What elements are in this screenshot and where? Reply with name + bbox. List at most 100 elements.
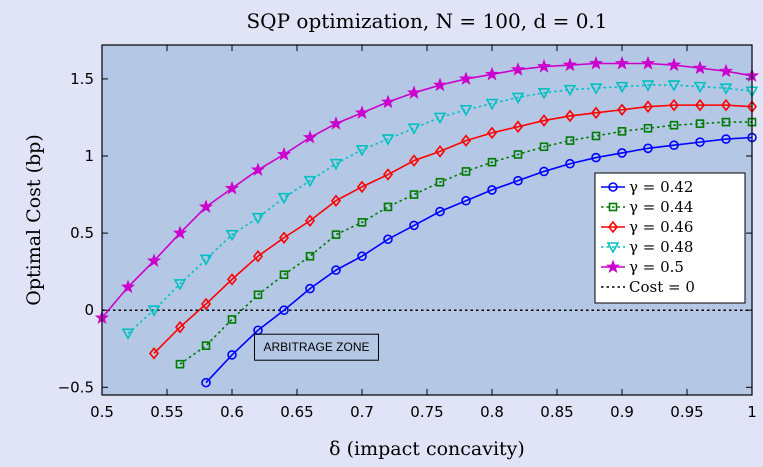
data-point bbox=[224, 180, 240, 195]
data-point bbox=[226, 273, 238, 286]
data-point bbox=[617, 148, 627, 158]
data-point bbox=[356, 180, 368, 194]
x-tick-label: 0.8 bbox=[480, 403, 504, 421]
data-point bbox=[721, 134, 731, 144]
data-point bbox=[330, 194, 342, 208]
series-1 bbox=[175, 117, 757, 369]
series-0 bbox=[201, 132, 757, 388]
data-point bbox=[643, 123, 653, 133]
data-point bbox=[513, 175, 523, 186]
x-tick-label: 0.65 bbox=[280, 403, 313, 421]
data-point bbox=[279, 305, 289, 315]
data-point bbox=[227, 315, 237, 324]
data-point bbox=[409, 190, 419, 199]
data-point bbox=[460, 134, 472, 147]
data-point bbox=[513, 150, 523, 159]
data-point bbox=[719, 83, 733, 95]
legend-swatch-marker bbox=[605, 259, 621, 274]
data-point bbox=[692, 60, 708, 75]
data-point bbox=[512, 120, 524, 133]
x-tick-label: 0.95 bbox=[670, 403, 703, 421]
data-point bbox=[590, 106, 602, 120]
legend-swatch-marker bbox=[607, 220, 619, 234]
data-point bbox=[251, 212, 265, 225]
data-point bbox=[357, 251, 367, 262]
data-point bbox=[355, 145, 369, 157]
data-point bbox=[695, 119, 705, 128]
series-2 bbox=[148, 98, 758, 360]
data-point bbox=[277, 192, 291, 205]
data-point bbox=[408, 154, 420, 167]
data-point bbox=[588, 56, 604, 70]
data-point bbox=[695, 137, 705, 147]
y-axis-title: Optimal Cost (bp) bbox=[23, 134, 45, 305]
x-tick-label: 1 bbox=[747, 403, 757, 421]
y-tick-label: 1.5 bbox=[70, 70, 94, 88]
data-point bbox=[174, 320, 186, 334]
x-tick-label: 0.85 bbox=[540, 403, 573, 421]
data-point bbox=[175, 359, 185, 369]
data-point bbox=[564, 109, 576, 123]
legend-swatch-marker bbox=[606, 242, 620, 254]
arbitrage-zone-box bbox=[254, 333, 379, 361]
x-tick-label: 0.5 bbox=[90, 403, 114, 421]
data-point bbox=[642, 100, 654, 113]
data-point bbox=[589, 83, 603, 95]
data-point bbox=[331, 230, 341, 239]
data-point bbox=[667, 80, 681, 92]
data-point bbox=[565, 158, 575, 169]
data-point bbox=[434, 145, 446, 158]
data-point bbox=[354, 105, 370, 119]
data-point bbox=[227, 350, 237, 360]
data-point bbox=[407, 123, 421, 135]
y-tick-label: −0.5 bbox=[58, 378, 94, 396]
data-point bbox=[693, 81, 707, 94]
data-point bbox=[120, 279, 136, 294]
data-point bbox=[304, 214, 316, 228]
x-tick-label: 0.75 bbox=[410, 403, 443, 421]
legend-label: γ = 0.44 bbox=[629, 198, 693, 216]
y-tick-label: 0.5 bbox=[70, 224, 94, 242]
chart-title: SQP optimization, N = 100, d = 0.1 bbox=[246, 9, 607, 33]
data-point bbox=[562, 57, 578, 72]
data-point bbox=[539, 142, 549, 152]
data-point bbox=[409, 220, 419, 231]
data-point bbox=[669, 120, 679, 130]
data-point bbox=[511, 92, 525, 105]
data-point bbox=[718, 63, 734, 78]
data-point bbox=[276, 147, 292, 161]
data-point bbox=[302, 130, 318, 144]
data-point bbox=[669, 140, 679, 151]
x-tick-label: 0.55 bbox=[150, 403, 183, 421]
data-point bbox=[147, 305, 161, 317]
x-tick-label: 0.7 bbox=[350, 403, 374, 421]
data-point bbox=[720, 98, 732, 112]
data-point bbox=[278, 231, 290, 245]
data-point bbox=[201, 377, 211, 388]
plot-frame bbox=[101, 44, 753, 396]
data-point bbox=[668, 98, 680, 112]
data-point bbox=[357, 218, 367, 227]
x-tick-label: 0.6 bbox=[220, 403, 244, 421]
data-point bbox=[250, 162, 266, 176]
data-point bbox=[173, 279, 187, 291]
data-point bbox=[536, 59, 552, 73]
data-point bbox=[694, 98, 706, 112]
data-point bbox=[666, 57, 682, 72]
data-point bbox=[328, 116, 344, 130]
data-point bbox=[459, 104, 473, 117]
data-point bbox=[640, 56, 656, 70]
data-point bbox=[225, 229, 239, 242]
data-point bbox=[406, 85, 422, 99]
series-line bbox=[205, 136, 753, 384]
series-3 bbox=[121, 80, 759, 340]
data-point bbox=[487, 185, 497, 195]
data-point bbox=[148, 347, 160, 360]
data-point bbox=[201, 341, 211, 350]
data-point bbox=[199, 254, 213, 266]
data-point bbox=[486, 126, 498, 140]
data-point bbox=[616, 103, 628, 117]
data-point bbox=[537, 87, 551, 100]
data-point bbox=[510, 62, 526, 76]
